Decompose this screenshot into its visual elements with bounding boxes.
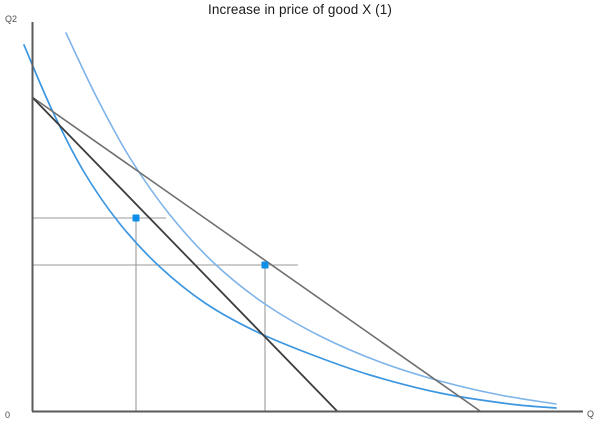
y-axis-label: Q2 xyxy=(5,14,18,24)
tangency-point-1-marker[interactable] xyxy=(132,214,140,222)
budget-lines-group xyxy=(31,96,481,412)
origin-label: 0 xyxy=(5,410,11,420)
x-axis-label: Q xyxy=(587,409,595,419)
chart-title: Increase in price of good X (1) xyxy=(208,2,392,17)
indifference-curves-group xyxy=(23,32,557,409)
tangency-markers-group xyxy=(132,214,269,269)
axes-group xyxy=(31,22,583,413)
budget-line-original xyxy=(31,96,481,412)
budget-line-after-price-increase xyxy=(31,96,338,412)
guide-lines-group xyxy=(32,217,298,411)
indifference-curve-ic1-low xyxy=(23,44,557,409)
indifference-curve-ic2-high xyxy=(65,32,557,405)
tangency-point-2-marker[interactable] xyxy=(261,261,269,269)
